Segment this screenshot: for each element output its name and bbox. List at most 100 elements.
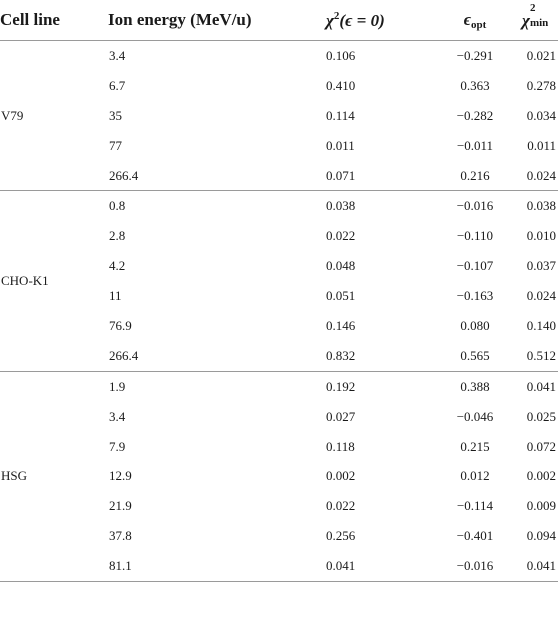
ion-energy-cell: 3.4 — [109, 47, 126, 63]
chi-squared-min-cell: 0.011 — [527, 137, 556, 153]
table-row: 266.4 0.071 0.216 0.024 — [0, 160, 558, 192]
ion-energy-cell: 1.9 — [109, 378, 126, 394]
table-row: V79 3.4 0.106 −0.291 0.021 — [0, 40, 558, 192]
table-row: 12.9 0.002 0.012 0.002 — [0, 461, 558, 491]
chi-argument: (ϵ = 0) — [339, 10, 385, 30]
table-row: 6.7 0.410 0.363 0.278 — [0, 71, 558, 101]
header-row: Cell line Ion energy (MeV/u) χ2(ϵ = 0) ϵ… — [0, 0, 558, 41]
chi-squared-zero-cell: 0.048 — [326, 258, 356, 274]
ion-energy-cell: 4.2 — [109, 258, 126, 274]
epsilon-opt-cell: −0.016 — [436, 551, 514, 583]
table-body: V79 3.4 0.106 −0.291 0.021 6.7 0.410 0.363 0.278… — [0, 40, 558, 583]
ion-energy-cell: 11 — [109, 288, 122, 304]
table-row: 3.4 0.027 −0.046 0.025 — [0, 402, 558, 432]
epsilon-symbol: ϵ — [463, 9, 472, 29]
chi-squared-min-cell: 0.034 — [526, 107, 556, 123]
epsilon-opt-cell: −0.291 — [456, 47, 494, 63]
chi-squared-min-cell: 0.094 — [526, 528, 556, 544]
chi-squared-min-cell: 0.010 — [526, 228, 556, 244]
epsilon-opt-cell: −0.401 — [456, 528, 494, 544]
chi-squared-zero-cell: 0.106 — [326, 47, 356, 63]
epsilon-opt-cell: −0.046 — [456, 408, 494, 424]
header-ion-energy: Ion energy (MeV/u) — [108, 0, 326, 41]
table-row: CHO-K1 0.8 0.038 −0.016 0.038 — [0, 190, 558, 372]
chi-squared-zero-cell: 0.022 — [326, 498, 356, 514]
chi-squared-zero-cell: 0.256 — [326, 528, 356, 544]
chi-squared-zero-cell: 0.071 — [326, 160, 436, 192]
epsilon-opt-cell: −0.163 — [456, 288, 494, 304]
chi-squared-zero-cell: 0.011 — [326, 137, 355, 153]
chi-squared-min-cell: 0.024 — [526, 288, 556, 304]
ion-energy-cell: 6.7 — [109, 77, 126, 93]
chi-squared-zero-cell: 0.051 — [326, 288, 356, 304]
chi-squared-min-cell: 0.002 — [526, 468, 556, 484]
epsilon-opt-cell: 0.388 — [460, 378, 490, 394]
ion-energy-cell: 3.4 — [109, 408, 126, 424]
results-table: Cell line Ion energy (MeV/u) χ2(ϵ = 0) ϵ… — [0, 0, 558, 583]
table-row: 37.8 0.256 −0.401 0.094 — [0, 521, 558, 551]
table-header: Cell line Ion energy (MeV/u) χ2(ϵ = 0) ϵ… — [0, 0, 558, 41]
chi-squared-zero-cell: 0.410 — [326, 77, 356, 93]
epsilon-opt-cell: 0.215 — [460, 438, 490, 454]
epsilon-opt-cell: 0.012 — [460, 468, 490, 484]
header-cell-line: Cell line — [0, 0, 108, 41]
chi-squared-min-cell: 0.024 — [514, 160, 558, 192]
cell-line-label: HSG — [0, 371, 108, 583]
chi-squared-min-cell: 0.278 — [526, 77, 556, 93]
ion-energy-cell: 81.1 — [108, 551, 326, 583]
epsilon-opt-cell: −0.107 — [456, 258, 494, 274]
header-chi-squared-min: χ 2 min — [514, 0, 558, 41]
chi-squared-min-cell: 0.041 — [526, 378, 556, 394]
chi-squared-min-cell: 0.021 — [526, 47, 556, 63]
chi-squared-zero-cell: 0.832 — [326, 340, 436, 372]
chi-squared-zero-cell: 0.038 — [326, 198, 356, 214]
epsilon-opt-cell: 0.363 — [460, 77, 490, 93]
cell-line-label: V79 — [0, 40, 108, 192]
ion-energy-cell: 21.9 — [109, 498, 132, 514]
ion-energy-cell: 37.8 — [109, 528, 132, 544]
chi-squared-min-cell: 0.025 — [526, 408, 556, 424]
table-row: 76.9 0.146 0.080 0.140 — [0, 311, 558, 341]
epsilon-opt-cell: 0.565 — [436, 340, 514, 372]
epsilon-opt-cell: −0.011 — [456, 137, 494, 153]
chi-squared-min-cell: 0.140 — [526, 317, 556, 333]
ion-energy-cell: 266.4 — [108, 340, 326, 372]
table-row: 7.9 0.118 0.215 0.072 — [0, 432, 558, 462]
table-row: 2.8 0.022 −0.110 0.010 — [0, 221, 558, 251]
epsilon-opt-cell: 0.080 — [460, 317, 490, 333]
chi-squared-min-cell: 0.037 — [526, 258, 556, 274]
chi-squared-zero-cell: 0.002 — [326, 468, 356, 484]
epsilon-opt-cell: 0.216 — [436, 160, 514, 192]
chi-squared-zero-cell: 0.118 — [326, 438, 355, 454]
chimin-symbol: χ — [522, 11, 530, 30]
data-table-container: Cell line Ion energy (MeV/u) χ2(ϵ = 0) ϵ… — [0, 0, 558, 583]
ion-energy-cell: 76.9 — [109, 317, 132, 333]
chi-squared-zero-cell: 0.146 — [326, 317, 356, 333]
chi-squared-zero-cell: 0.114 — [326, 107, 355, 123]
table-row: 4.2 0.048 −0.107 0.037 — [0, 251, 558, 281]
chi-squared-zero-cell: 0.041 — [326, 551, 436, 583]
table-row: 21.9 0.022 −0.114 0.009 — [0, 491, 558, 521]
epsilon-opt-cell: −0.110 — [456, 228, 494, 244]
epsilon-subscript: opt — [471, 18, 487, 31]
chimin-subscript: min — [529, 17, 549, 29]
chi-squared-zero-cell: 0.192 — [326, 378, 356, 394]
chi-symbol: χ — [326, 10, 334, 30]
chi-squared-min-cell: 0.041 — [514, 551, 558, 583]
ion-energy-cell: 266.4 — [108, 160, 326, 192]
table-row: HSG 1.9 0.192 0.388 0.041 — [0, 371, 558, 583]
chi-squared-zero-cell: 0.022 — [326, 228, 356, 244]
epsilon-opt-cell: −0.016 — [456, 198, 494, 214]
table-row: 11 0.051 −0.163 0.024 — [0, 281, 558, 311]
chimin-superscript: 2 — [529, 2, 536, 14]
ion-energy-cell: 77 — [109, 137, 122, 153]
table-row: 35 0.114 −0.282 0.034 — [0, 101, 558, 131]
epsilon-opt-cell: −0.282 — [456, 107, 494, 123]
chi-superscript: 2 — [333, 9, 340, 22]
ion-energy-cell: 12.9 — [109, 468, 132, 484]
header-epsilon-opt: ϵopt — [436, 0, 514, 41]
ion-energy-cell: 7.9 — [109, 438, 126, 454]
ion-energy-cell: 0.8 — [109, 198, 126, 214]
ion-energy-cell: 35 — [109, 107, 122, 123]
table-row: 266.4 0.832 0.565 0.512 — [0, 340, 558, 372]
